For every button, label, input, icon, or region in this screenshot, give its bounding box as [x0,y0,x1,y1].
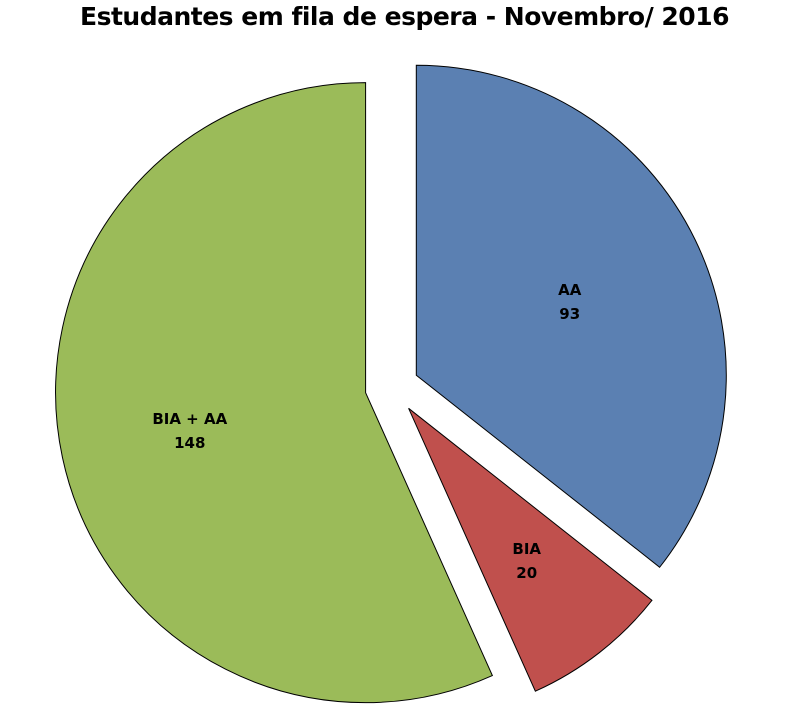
slice-category-label: AA [558,281,582,299]
slice-value-label: 148 [174,434,205,452]
slice-value-label: 20 [516,564,537,582]
chart-title: Estudantes em fila de espera - Novembro/… [80,2,730,31]
slice-category-label: BIA [512,540,541,558]
slice-value-label: 93 [559,305,580,323]
slice-category-label: BIA + AA [152,410,227,428]
pie-slice-aa [415,64,727,568]
pie-slice-bia-aa [55,82,494,704]
pie-slice-bia [408,407,653,692]
